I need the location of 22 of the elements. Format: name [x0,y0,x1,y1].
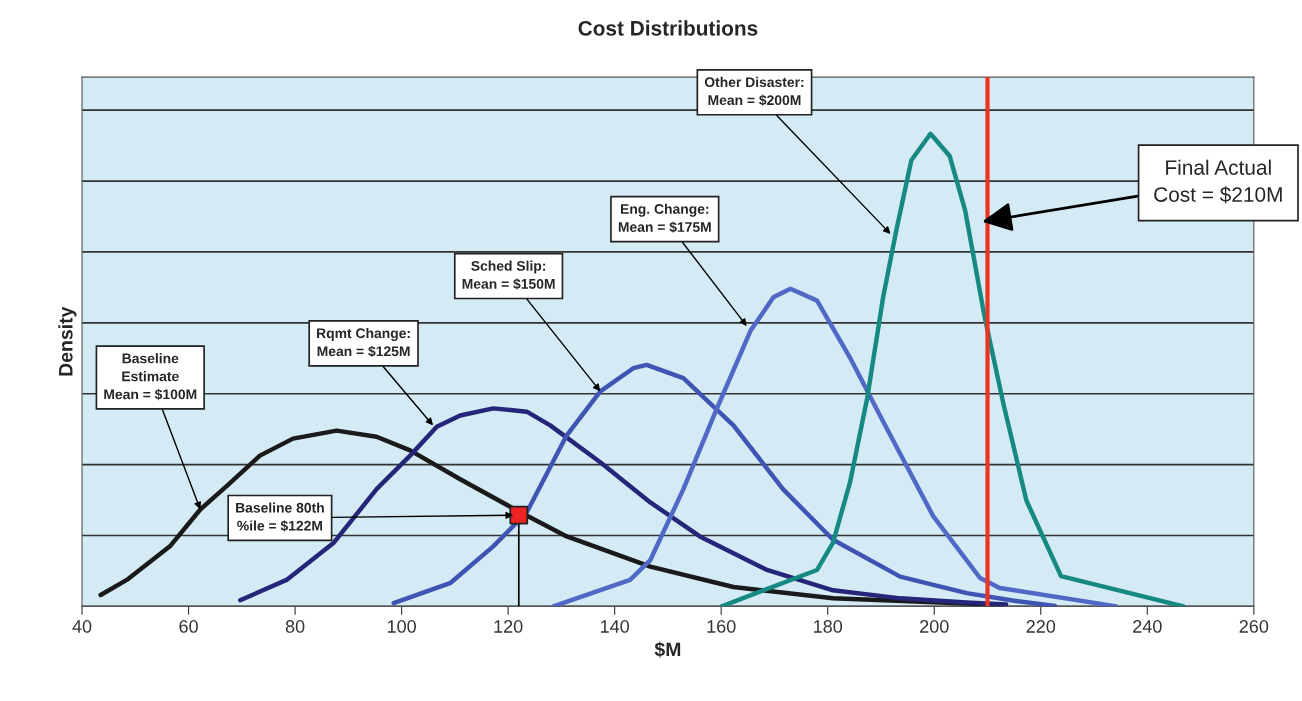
x-tick-label: 60 [179,620,198,633]
annotation: Other Disaster: Mean = $200M [704,76,804,106]
x-tick-label: 160 [707,620,736,633]
x-tick-label: 260 [1239,620,1269,633]
x-tick-label: 180 [814,620,843,633]
x-tick-label: 240 [1133,620,1162,633]
annotation: Sched Slip: Mean = $150M [462,260,555,290]
annotation: Eng. Change: Mean = $175M [618,203,711,233]
y-axis-title: Density [58,306,77,376]
x-tick-label: 220 [1026,620,1056,633]
x-tick-label: 140 [600,620,630,633]
x-tick-label: 80 [285,620,305,633]
x-axis-title: $M [654,641,681,658]
annotation: Final Actual Cost = $210M [1154,159,1282,204]
annotation: Baseline Estimate Mean = $100M [104,353,197,401]
annotation: Rqmt Change: Mean = $125M [317,327,410,358]
x-tick-label: 120 [494,620,523,633]
x-tick-label: 40 [72,620,92,633]
chart-title: Cost Distributions [578,20,758,36]
x-tick-label: 200 [920,620,949,633]
annotation: Baseline 80th %ile = $122M [236,502,324,532]
x-tick-label: 100 [387,620,416,633]
